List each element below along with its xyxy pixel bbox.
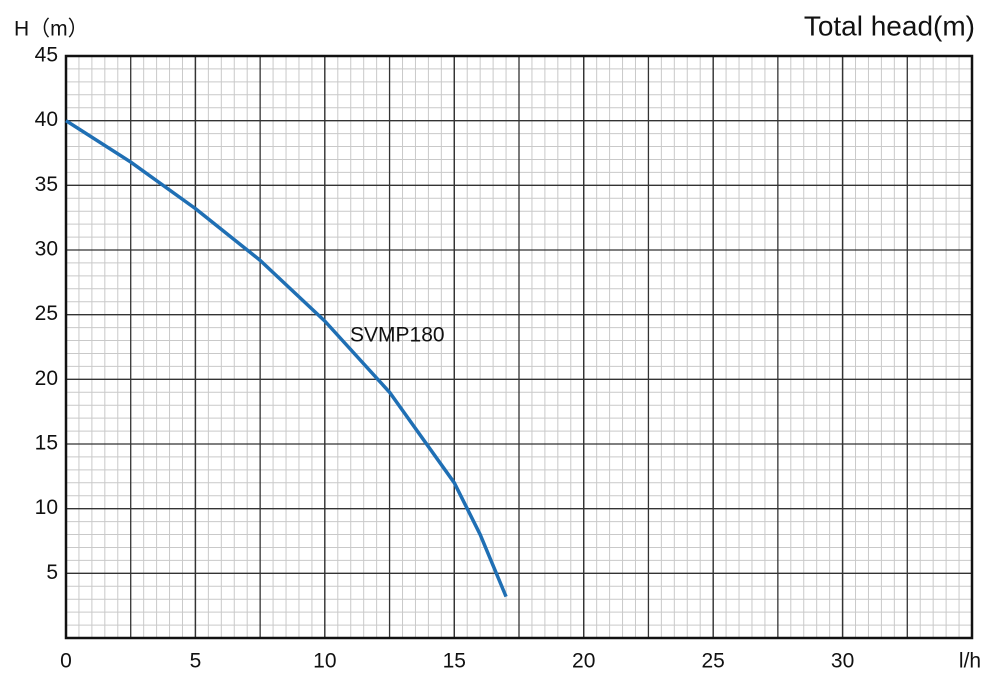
y-tick-label: 35 bbox=[35, 173, 58, 196]
data-line bbox=[65, 119, 508, 598]
x-tick-label: 20 bbox=[572, 650, 595, 673]
grid bbox=[66, 56, 972, 638]
y-tick-label: 10 bbox=[35, 496, 58, 519]
y-tick-label: 15 bbox=[35, 432, 58, 455]
y-tick-label: 30 bbox=[35, 238, 58, 261]
plot-frame bbox=[64, 54, 974, 640]
y-tick-label: 45 bbox=[35, 44, 58, 67]
y-tick-label: 40 bbox=[35, 108, 58, 131]
y-tick-label: 25 bbox=[35, 302, 58, 325]
chart-title: Total head(m) bbox=[804, 10, 975, 41]
x-tick-label: 5 bbox=[190, 650, 202, 673]
x-tick-label: 0 bbox=[60, 650, 72, 673]
y-tick-label: 5 bbox=[46, 561, 58, 584]
x-axis-label: l/h bbox=[959, 650, 981, 673]
series-label: SVMP180 bbox=[350, 324, 445, 347]
y-tick-label: 20 bbox=[35, 367, 58, 390]
x-tick-label: 25 bbox=[701, 650, 724, 673]
x-tick-label: 30 bbox=[831, 650, 854, 673]
x-tick-label: 15 bbox=[443, 650, 466, 673]
x-tick-label: 10 bbox=[313, 650, 336, 673]
y-axis-label: H（m） bbox=[14, 18, 89, 41]
